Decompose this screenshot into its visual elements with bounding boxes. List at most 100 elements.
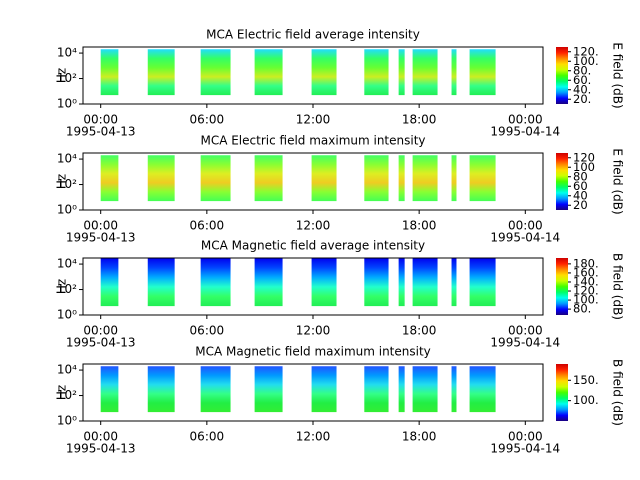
data-block <box>412 258 438 307</box>
colorbar-label: B field (dB) <box>611 359 625 426</box>
colorbar-label: B field (dB) <box>611 253 625 320</box>
data-block <box>469 49 496 96</box>
data-block <box>254 258 283 307</box>
chart-title: MCA Magnetic field average intensity <box>201 239 425 253</box>
colorbar-label: E field (dB) <box>611 42 625 108</box>
y-tick-label: 10⁰ <box>57 414 77 428</box>
y-tick-label: 10⁰ <box>57 308 77 322</box>
data-block <box>398 366 405 413</box>
x-tick-label: 18:00 <box>402 324 437 338</box>
colorbar-tick-label: 20 <box>573 198 588 212</box>
y-tick-label: 10⁴ <box>57 46 77 60</box>
x-tick-label: 06:00 <box>190 324 225 338</box>
x-tick-label: 12:00 <box>296 430 331 444</box>
data-block <box>398 49 405 96</box>
data-block <box>469 258 496 307</box>
data-block <box>100 155 119 202</box>
data-block <box>100 258 119 307</box>
colorbar-tick-label: 60. <box>573 73 591 87</box>
colorbar <box>556 258 568 315</box>
colorbar-tick-label: 20. <box>573 92 591 106</box>
colorbar <box>556 364 568 421</box>
colorbar-tick-label: 40 <box>573 188 588 202</box>
data-block <box>311 258 337 307</box>
data-block <box>311 155 337 202</box>
x-date-label: 1995-04-13 <box>66 231 136 245</box>
colorbar-label: E field (dB) <box>611 148 625 214</box>
y-tick-label: 10⁴ <box>57 363 77 377</box>
colorbar-tick-label: 100. <box>573 293 599 307</box>
colorbar-tick-label: 120. <box>573 44 599 58</box>
x-date-label: 1995-04-14 <box>490 336 560 350</box>
x-tick-label: 12:00 <box>296 219 331 233</box>
x-tick-label: 00:00 <box>83 113 118 127</box>
data-block <box>469 366 496 413</box>
data-block <box>311 366 337 413</box>
data-block <box>451 49 457 96</box>
data-block <box>469 155 496 202</box>
y-tick-label: 10⁴ <box>57 257 77 271</box>
colorbar-tick-label: 80. <box>573 63 591 77</box>
colorbar-tick-label: 40. <box>573 82 591 96</box>
x-tick-label: 12:00 <box>296 113 331 127</box>
colorbar-tick-label: 100. <box>573 393 599 407</box>
data-block <box>364 49 389 96</box>
y-tick-label: 10² <box>57 388 77 402</box>
y-tick-label: 10² <box>57 71 77 85</box>
data-block <box>147 49 175 96</box>
x-tick-label: 06:00 <box>190 219 225 233</box>
data-block <box>254 155 283 202</box>
x-date-label: 1995-04-13 <box>66 442 136 456</box>
chart-title: MCA Magnetic field maximum intensity <box>195 345 431 359</box>
y-axis-label: Hz <box>55 279 69 294</box>
x-tick-label: 00:00 <box>508 430 543 444</box>
y-axis-label: Hz <box>55 385 69 400</box>
data-block <box>200 258 231 307</box>
chart-title: MCA Electric field maximum intensity <box>200 134 425 148</box>
x-tick-label: 00:00 <box>83 324 118 338</box>
colorbar-tick-label: 80 <box>573 169 588 183</box>
data-block <box>398 155 405 202</box>
colorbar-tick-label: 160. <box>573 265 599 279</box>
colorbar-tick-label: 80. <box>573 302 591 316</box>
colorbar-tick-label: 100 <box>573 160 595 174</box>
x-tick-label: 12:00 <box>296 324 331 338</box>
x-tick-label: 00:00 <box>508 219 543 233</box>
data-block <box>200 155 231 202</box>
y-tick-label: 10⁰ <box>57 97 77 111</box>
x-date-label: 1995-04-14 <box>490 442 560 456</box>
data-block <box>254 366 283 413</box>
data-block <box>100 49 119 96</box>
data-block <box>398 258 405 307</box>
x-date-label: 1995-04-14 <box>490 125 560 139</box>
colorbar-tick-label: 60 <box>573 179 588 193</box>
x-tick-label: 00:00 <box>83 430 118 444</box>
data-block <box>147 155 175 202</box>
data-block <box>364 258 389 307</box>
data-block <box>451 258 457 307</box>
x-date-label: 1995-04-14 <box>490 231 560 245</box>
x-tick-label: 18:00 <box>402 113 437 127</box>
data-block <box>311 49 337 96</box>
colorbar-tick-label: 150. <box>573 373 599 387</box>
colorbar-tick-label: 120. <box>573 284 599 298</box>
data-block <box>254 49 283 96</box>
y-axis-label: Hz <box>55 68 69 83</box>
y-axis-label: Hz <box>55 174 69 189</box>
x-date-label: 1995-04-13 <box>66 125 136 139</box>
data-block <box>451 366 457 413</box>
x-tick-label: 00:00 <box>508 324 543 338</box>
x-date-label: 1995-04-13 <box>66 336 136 350</box>
data-block <box>200 49 231 96</box>
colorbar <box>556 47 568 104</box>
y-tick-label: 10⁰ <box>57 203 77 217</box>
colorbar-tick-label: 140. <box>573 274 599 288</box>
x-tick-label: 06:00 <box>190 430 225 444</box>
data-block <box>364 366 389 413</box>
data-block <box>100 366 119 413</box>
data-block <box>451 155 457 202</box>
x-tick-label: 00:00 <box>83 219 118 233</box>
data-block <box>200 366 231 413</box>
colorbar <box>556 153 568 210</box>
